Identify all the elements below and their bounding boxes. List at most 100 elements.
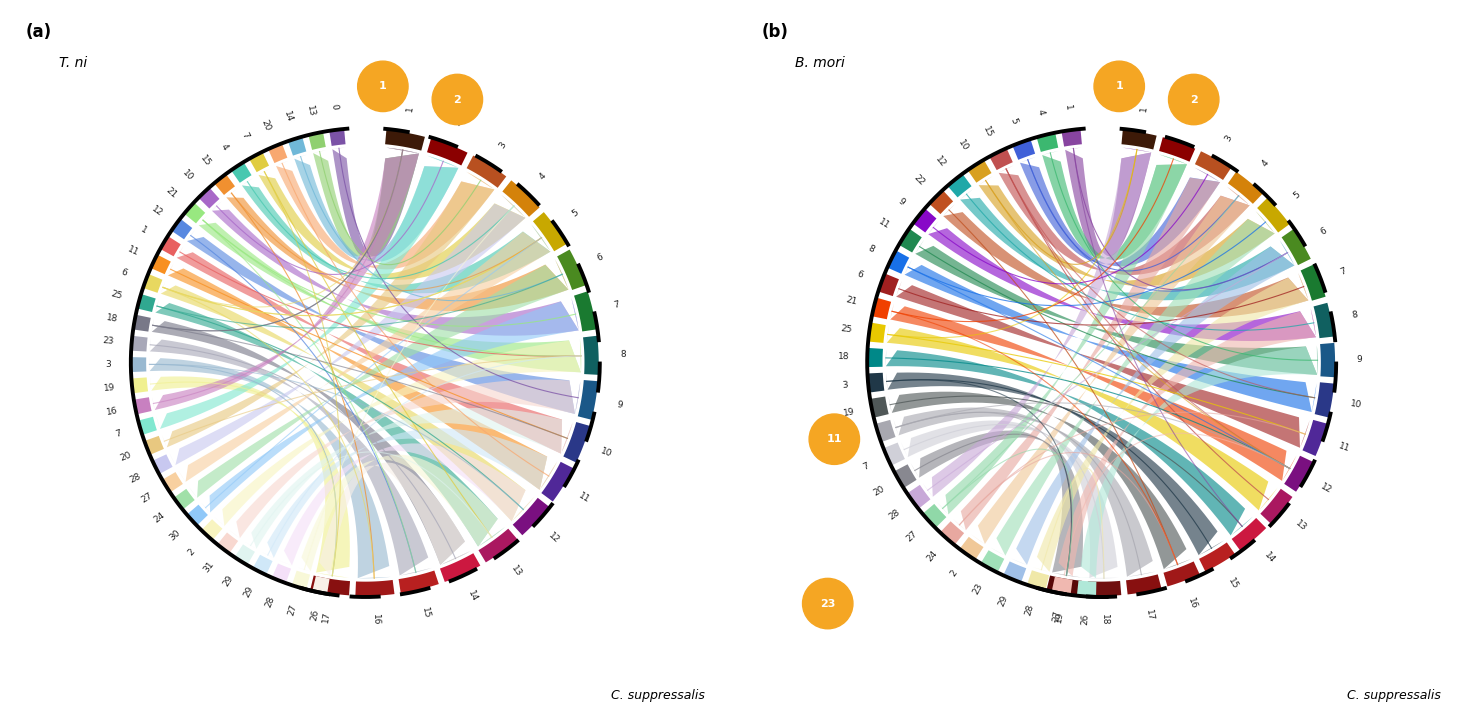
Polygon shape — [179, 225, 550, 482]
Polygon shape — [312, 148, 420, 257]
Text: 25: 25 — [110, 289, 123, 301]
Polygon shape — [151, 255, 170, 274]
Text: 13: 13 — [305, 104, 317, 117]
Polygon shape — [533, 212, 566, 252]
Polygon shape — [132, 336, 148, 352]
Text: 9: 9 — [616, 399, 623, 410]
Circle shape — [433, 74, 483, 125]
Circle shape — [1094, 61, 1144, 112]
Polygon shape — [905, 260, 1316, 412]
Text: 5: 5 — [1008, 116, 1018, 125]
Polygon shape — [1042, 151, 1187, 260]
Text: 23: 23 — [103, 336, 114, 347]
Polygon shape — [189, 260, 569, 498]
Polygon shape — [990, 149, 1012, 170]
Text: 12: 12 — [933, 154, 948, 169]
Text: 8: 8 — [1351, 310, 1358, 320]
Polygon shape — [1077, 581, 1096, 596]
Polygon shape — [263, 428, 557, 558]
Text: 1: 1 — [1064, 104, 1072, 111]
Polygon shape — [948, 175, 971, 197]
Text: 12: 12 — [1319, 482, 1334, 496]
Text: 4: 4 — [1036, 109, 1046, 116]
Text: C. suppressalis: C. suppressalis — [612, 689, 706, 703]
Polygon shape — [1232, 518, 1266, 550]
Polygon shape — [1314, 382, 1334, 418]
Text: 2: 2 — [453, 94, 461, 104]
Polygon shape — [890, 303, 1297, 481]
Text: 5: 5 — [1292, 190, 1303, 200]
Polygon shape — [467, 156, 506, 188]
Polygon shape — [968, 161, 992, 183]
Polygon shape — [200, 188, 220, 209]
Polygon shape — [308, 133, 326, 150]
Circle shape — [358, 61, 408, 112]
Polygon shape — [1282, 229, 1311, 265]
Polygon shape — [886, 326, 1278, 510]
Polygon shape — [971, 187, 1250, 544]
Polygon shape — [330, 130, 346, 146]
Text: 28: 28 — [1024, 603, 1036, 616]
Polygon shape — [961, 536, 983, 559]
Polygon shape — [1301, 265, 1326, 301]
Polygon shape — [1303, 420, 1328, 456]
Polygon shape — [1037, 133, 1058, 152]
Polygon shape — [150, 357, 390, 579]
Polygon shape — [161, 236, 180, 257]
Polygon shape — [440, 553, 480, 582]
Polygon shape — [135, 397, 151, 414]
Polygon shape — [914, 209, 936, 233]
Text: 20: 20 — [119, 450, 132, 463]
Text: 0: 0 — [329, 104, 339, 110]
Polygon shape — [169, 195, 525, 465]
Polygon shape — [167, 263, 557, 490]
Polygon shape — [512, 498, 549, 535]
Polygon shape — [574, 291, 597, 331]
Polygon shape — [1320, 343, 1335, 377]
Polygon shape — [896, 281, 1310, 448]
Polygon shape — [151, 319, 471, 565]
Polygon shape — [978, 176, 1275, 286]
Polygon shape — [175, 489, 195, 509]
Polygon shape — [1052, 576, 1072, 594]
Text: 10: 10 — [956, 138, 970, 153]
Polygon shape — [1080, 346, 1317, 579]
Polygon shape — [930, 191, 954, 214]
Text: 28: 28 — [888, 508, 901, 522]
Text: 1: 1 — [378, 81, 387, 91]
Polygon shape — [295, 154, 458, 262]
Polygon shape — [1163, 561, 1200, 587]
Text: 3: 3 — [106, 360, 110, 369]
Polygon shape — [954, 167, 1221, 530]
Text: 9: 9 — [896, 196, 905, 207]
Polygon shape — [879, 274, 899, 296]
Text: 28: 28 — [128, 471, 142, 484]
Polygon shape — [312, 576, 330, 593]
Text: 17: 17 — [1144, 609, 1155, 622]
Polygon shape — [871, 397, 889, 418]
Polygon shape — [911, 431, 1083, 577]
Polygon shape — [899, 229, 921, 252]
Text: 27: 27 — [139, 492, 154, 505]
Polygon shape — [172, 219, 192, 239]
Polygon shape — [138, 294, 156, 312]
Polygon shape — [163, 472, 183, 492]
Text: 2: 2 — [453, 118, 464, 127]
Polygon shape — [929, 221, 1316, 341]
Text: 15: 15 — [981, 125, 995, 138]
Text: 16: 16 — [371, 614, 380, 626]
Text: 16: 16 — [106, 406, 119, 417]
Text: 27: 27 — [1052, 610, 1062, 623]
Polygon shape — [1127, 574, 1162, 594]
Polygon shape — [888, 251, 910, 274]
Polygon shape — [1003, 561, 1027, 581]
Polygon shape — [311, 576, 351, 595]
Text: 13: 13 — [509, 564, 524, 579]
Polygon shape — [201, 298, 579, 513]
Polygon shape — [1228, 172, 1263, 204]
Polygon shape — [1121, 130, 1156, 149]
Polygon shape — [563, 422, 590, 463]
Polygon shape — [176, 247, 572, 454]
Text: (b): (b) — [761, 22, 789, 41]
Polygon shape — [990, 211, 1275, 555]
